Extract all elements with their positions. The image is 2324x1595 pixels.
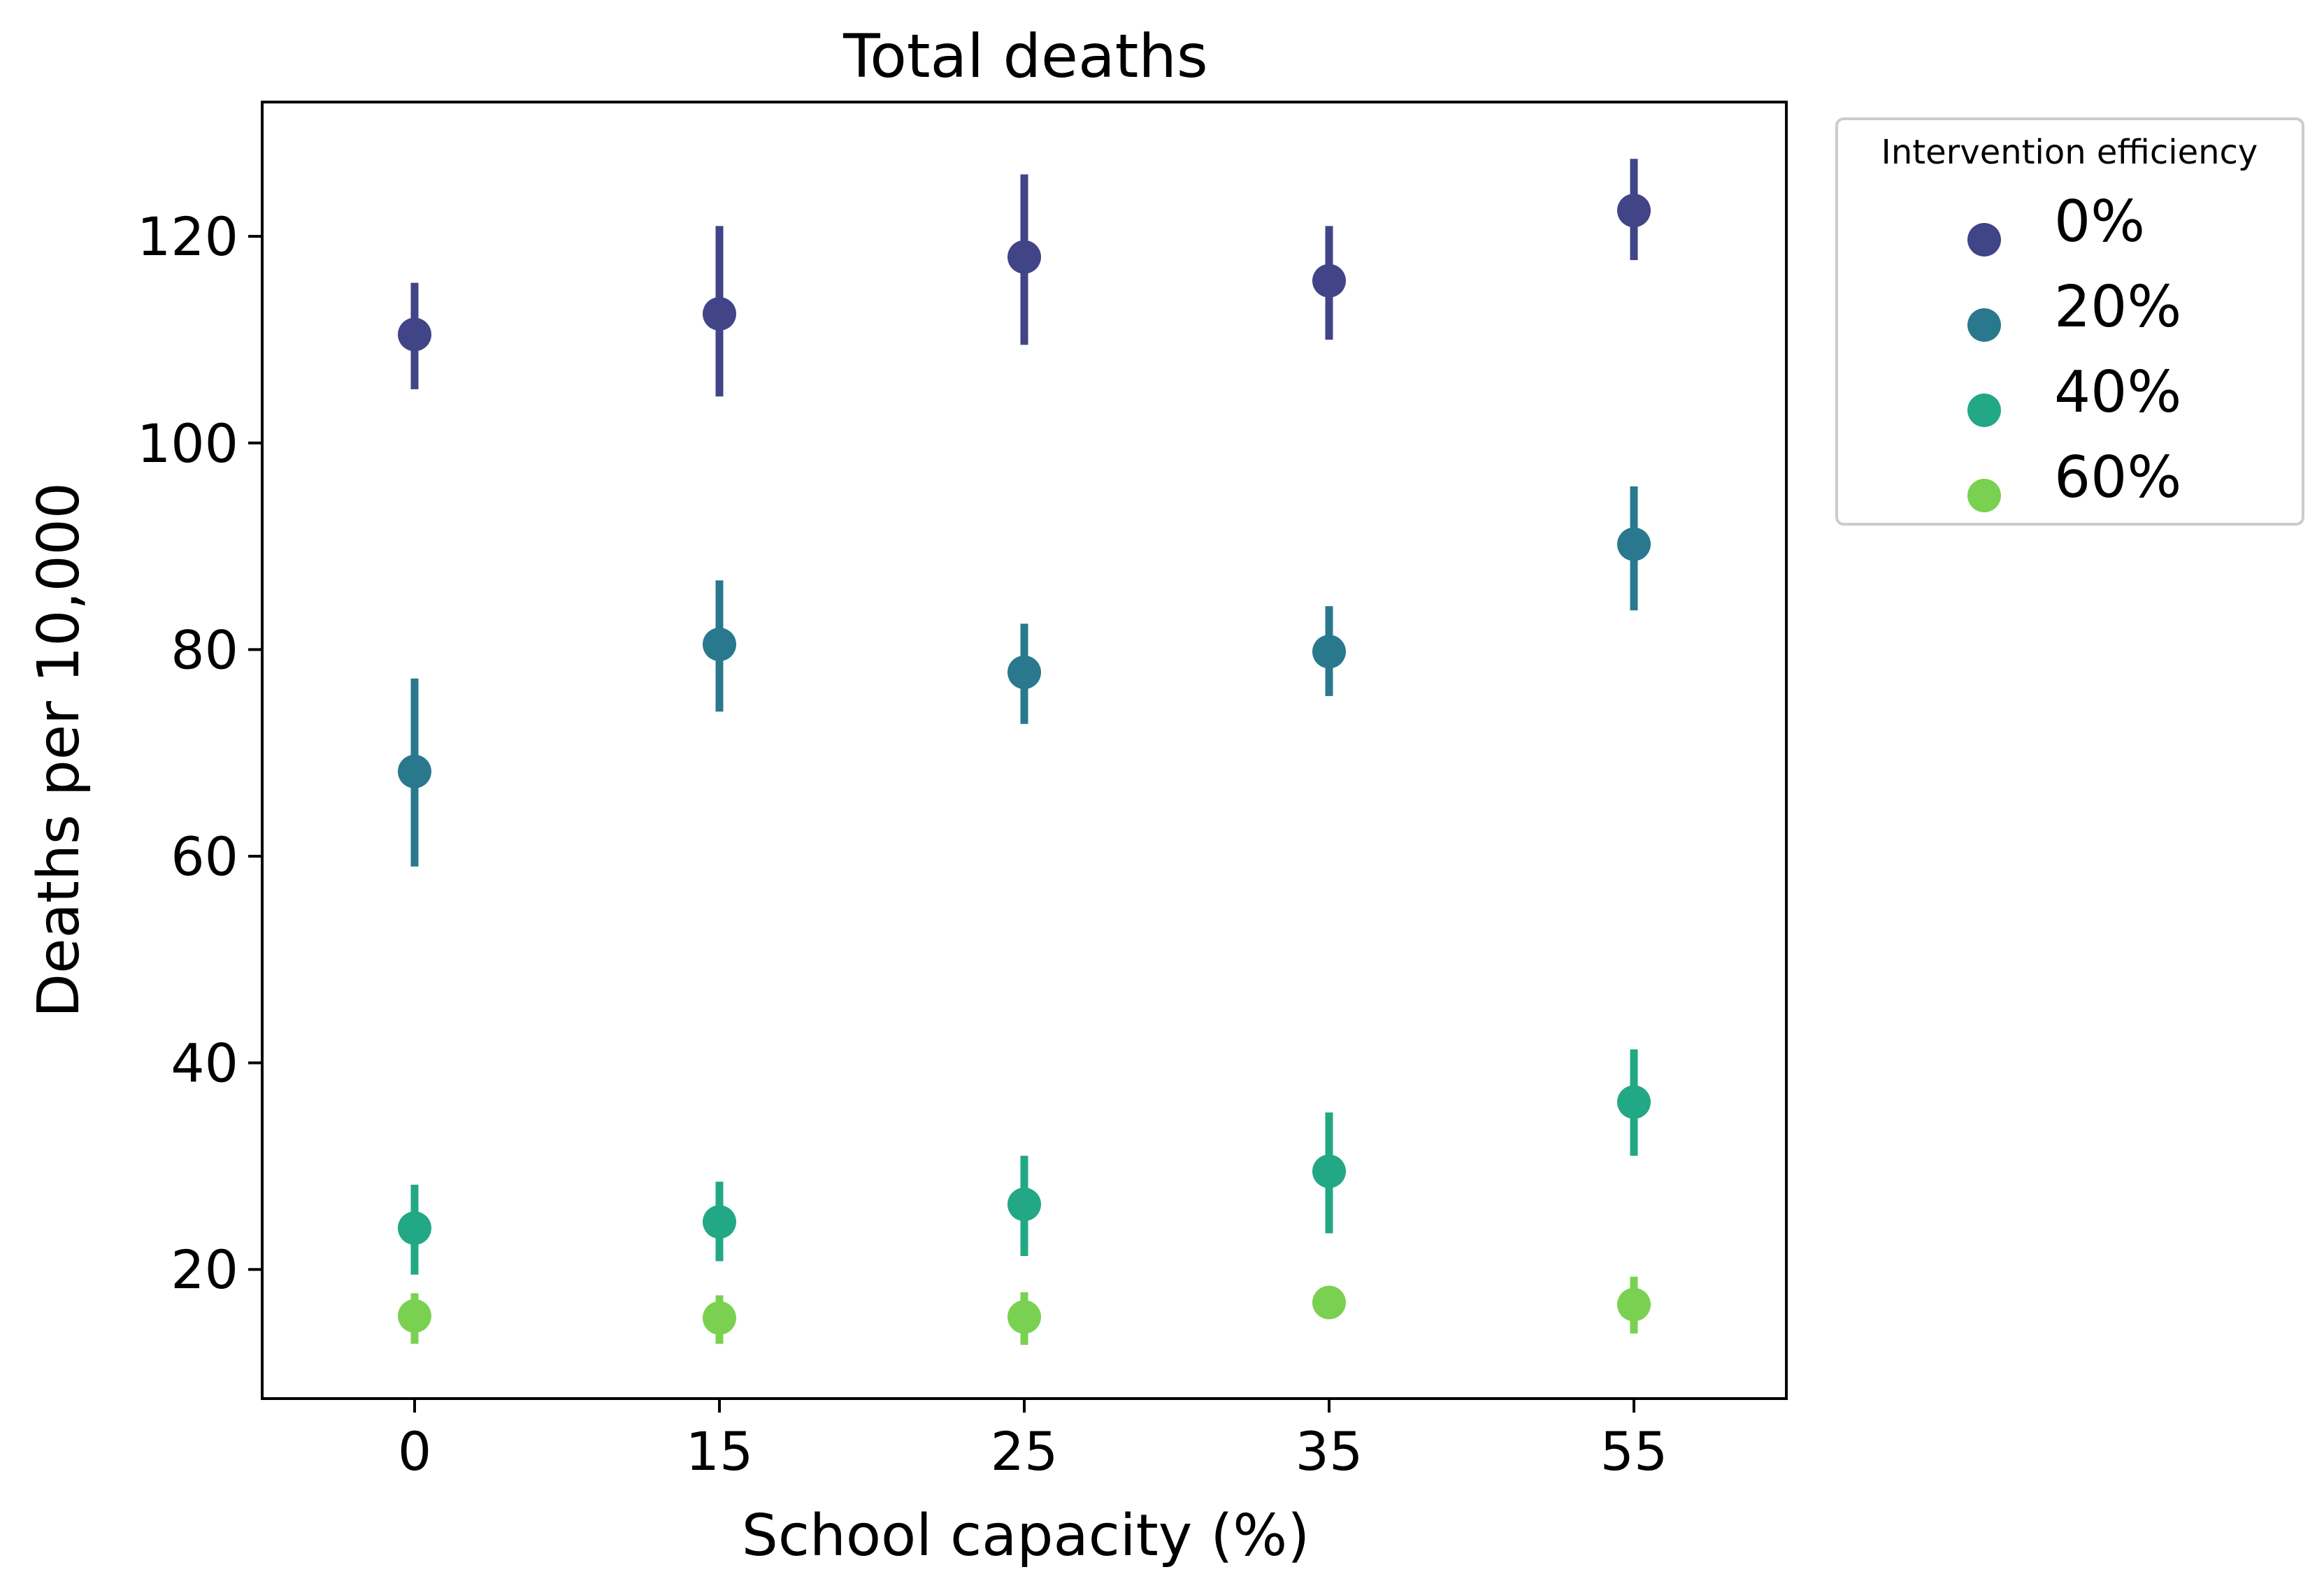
y-tick-label: 40 (171, 1032, 238, 1095)
legend-label: 60% (2054, 445, 2181, 511)
data-point (1617, 194, 1651, 228)
data-point (1617, 527, 1651, 561)
data-point (1007, 1300, 1041, 1334)
legend-label: 0% (2054, 189, 2145, 255)
legend-label: 40% (2054, 359, 2181, 426)
data-point (1312, 635, 1346, 669)
x-tick-label: 55 (1600, 1420, 1668, 1482)
data-point (703, 1205, 736, 1239)
data-point (398, 317, 431, 352)
y-tick-label: 60 (171, 825, 238, 888)
y-axis: 20 40 60 80 100 120 (137, 205, 262, 1301)
data-point (1312, 264, 1346, 298)
y-axis-title: Deaths per 10,000 (26, 482, 92, 1018)
legend-marker (1967, 394, 2001, 427)
x-tick-label: 25 (991, 1420, 1059, 1482)
y-tick-label: 80 (171, 619, 238, 681)
data-point (398, 754, 431, 788)
data-point (1312, 1285, 1346, 1320)
y-tick-label: 120 (137, 205, 238, 268)
data-point (398, 1299, 431, 1333)
legend-frame (1835, 117, 2304, 526)
data-point (1007, 1188, 1041, 1222)
y-tick-label: 20 (171, 1239, 238, 1301)
legend-title: Intervention efficiency (1881, 133, 2258, 172)
x-tick-label: 0 (398, 1420, 431, 1482)
y-tick-label: 100 (137, 412, 238, 475)
x-axis: 0 15 25 35 55 (398, 1399, 1668, 1482)
data-point (703, 627, 736, 661)
data-point (1007, 240, 1041, 274)
series-60pct (398, 1276, 1651, 1345)
x-tick-label: 35 (1296, 1420, 1363, 1482)
legend-label: 20% (2054, 274, 2181, 340)
data-point (703, 1301, 736, 1335)
series-layer (398, 159, 1651, 1345)
series-40pct (398, 1049, 1651, 1275)
x-axis-title: School capacity (%) (742, 1503, 1310, 1569)
legend-marker (1967, 308, 2001, 342)
data-point (1617, 1287, 1651, 1322)
data-point (1312, 1154, 1346, 1188)
data-point (703, 297, 736, 331)
data-point (398, 1211, 431, 1246)
legend-marker (1967, 223, 2001, 257)
data-point (1617, 1085, 1651, 1119)
legend-marker (1967, 479, 2001, 512)
legend: Intervention efficiency 0% 20% 40% 60% (1835, 117, 2304, 526)
series-20pct (398, 486, 1651, 867)
series-0pct (398, 159, 1651, 397)
x-tick-label: 15 (686, 1420, 754, 1482)
data-point (1007, 655, 1041, 689)
chart-title: Total deaths (842, 22, 1207, 92)
